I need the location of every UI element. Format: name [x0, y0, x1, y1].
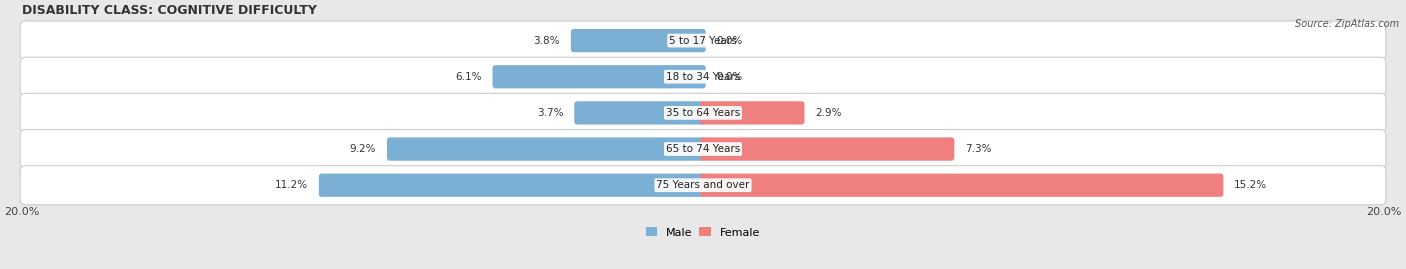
Text: 15.2%: 15.2%	[1234, 180, 1267, 190]
FancyBboxPatch shape	[574, 101, 706, 125]
Text: DISABILITY CLASS: COGNITIVE DIFFICULTY: DISABILITY CLASS: COGNITIVE DIFFICULTY	[22, 4, 316, 17]
FancyBboxPatch shape	[20, 166, 1386, 205]
FancyBboxPatch shape	[700, 174, 1223, 197]
Legend: Male, Female: Male, Female	[647, 227, 759, 238]
Text: 65 to 74 Years: 65 to 74 Years	[666, 144, 740, 154]
Text: 5 to 17 Years: 5 to 17 Years	[669, 36, 737, 45]
Text: 6.1%: 6.1%	[456, 72, 482, 82]
FancyBboxPatch shape	[20, 130, 1386, 169]
FancyBboxPatch shape	[20, 21, 1386, 60]
FancyBboxPatch shape	[387, 137, 706, 161]
Text: 7.3%: 7.3%	[966, 144, 991, 154]
Text: 75 Years and over: 75 Years and over	[657, 180, 749, 190]
Text: 3.7%: 3.7%	[537, 108, 564, 118]
Text: 0.0%: 0.0%	[717, 36, 742, 45]
Text: 3.8%: 3.8%	[533, 36, 560, 45]
Text: 35 to 64 Years: 35 to 64 Years	[666, 108, 740, 118]
FancyBboxPatch shape	[492, 65, 706, 89]
FancyBboxPatch shape	[20, 57, 1386, 96]
Text: 0.0%: 0.0%	[717, 72, 742, 82]
Text: Source: ZipAtlas.com: Source: ZipAtlas.com	[1295, 19, 1399, 29]
FancyBboxPatch shape	[700, 101, 804, 125]
FancyBboxPatch shape	[319, 174, 706, 197]
FancyBboxPatch shape	[571, 29, 706, 52]
Text: 18 to 34 Years: 18 to 34 Years	[666, 72, 740, 82]
FancyBboxPatch shape	[20, 93, 1386, 132]
Text: 11.2%: 11.2%	[274, 180, 308, 190]
Text: 9.2%: 9.2%	[350, 144, 375, 154]
Text: 2.9%: 2.9%	[815, 108, 842, 118]
FancyBboxPatch shape	[700, 137, 955, 161]
